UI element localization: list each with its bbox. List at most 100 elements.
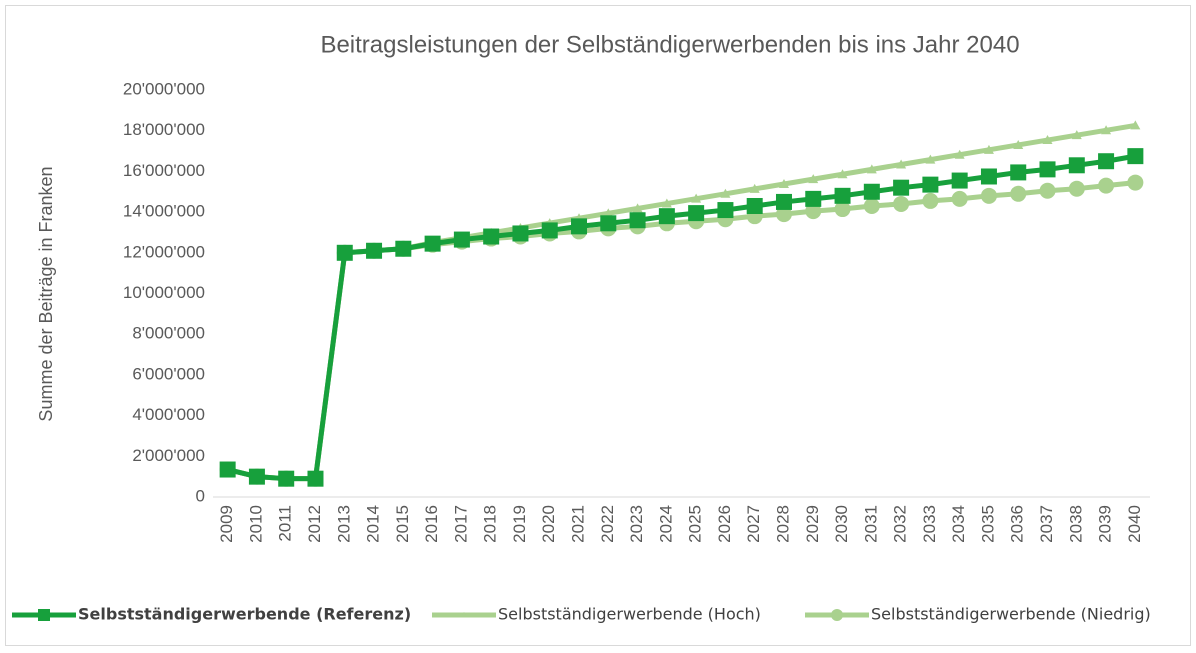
legend-label: Selbstständigerwerbende (Niedrig) xyxy=(871,605,1151,624)
series-marker xyxy=(366,242,383,259)
x-tick-label: 2038 xyxy=(1066,505,1085,543)
series-marker xyxy=(922,192,939,209)
series-marker xyxy=(775,193,792,210)
series-marker xyxy=(512,225,529,242)
x-tick-label: 2017 xyxy=(451,505,470,543)
series-marker xyxy=(1098,153,1115,170)
series-marker xyxy=(336,244,353,261)
series-marker xyxy=(600,215,617,232)
y-tick-label: 2'000'000 xyxy=(132,446,205,465)
x-tick-label: 2031 xyxy=(861,505,880,543)
x-tick-label: 2018 xyxy=(481,505,500,543)
x-tick-label: 2012 xyxy=(305,505,324,543)
series-marker xyxy=(541,222,558,239)
y-tick-label: 20'000'000 xyxy=(123,79,205,98)
series-marker xyxy=(424,235,441,252)
series-marker xyxy=(603,208,614,218)
x-tick-label: 2011 xyxy=(276,505,295,542)
x-tick-label: 2036 xyxy=(1008,505,1027,543)
series-marker xyxy=(925,154,936,164)
chart-frame xyxy=(5,5,1191,646)
y-tick-label: 10'000'000 xyxy=(123,283,205,302)
x-tick-label: 2029 xyxy=(803,505,822,543)
series-marker xyxy=(834,201,851,218)
series-marker xyxy=(980,187,997,204)
series-marker xyxy=(720,188,731,198)
x-tick-label: 2039 xyxy=(1096,505,1115,543)
series-marker xyxy=(805,203,822,220)
y-tick-label: 6'000'000 xyxy=(132,364,205,383)
y-tick-label: 0 xyxy=(196,486,205,505)
y-tick-label: 12'000'000 xyxy=(123,242,205,261)
x-tick-label: 2024 xyxy=(656,505,675,543)
y-tick-label: 16'000'000 xyxy=(123,161,205,180)
series-marker xyxy=(632,203,643,213)
series-marker xyxy=(1127,148,1144,165)
x-tick-label: 2026 xyxy=(715,505,734,543)
series-marker xyxy=(1010,164,1027,181)
series-marker xyxy=(661,198,672,208)
series-marker xyxy=(749,183,760,193)
series-marker xyxy=(395,240,412,257)
series-marker xyxy=(1127,174,1144,191)
chart-title: Beitragsleistungen der Selbständigerwerb… xyxy=(320,31,1019,58)
y-tick-label: 8'000'000 xyxy=(132,324,205,343)
series-marker xyxy=(483,228,500,245)
series-marker xyxy=(1042,135,1053,145)
series-marker xyxy=(893,195,910,212)
series-marker xyxy=(1130,120,1141,130)
series-marker xyxy=(746,197,763,214)
y-tick-label: 14'000'000 xyxy=(123,202,205,221)
x-tick-label: 2033 xyxy=(920,505,939,543)
series-marker xyxy=(954,149,965,159)
series-marker xyxy=(1098,177,1115,194)
series-marker xyxy=(1068,157,1085,174)
series-marker xyxy=(307,470,324,487)
series-marker xyxy=(1013,139,1024,149)
x-tick-label: 2035 xyxy=(978,505,997,543)
series-marker xyxy=(688,205,705,222)
series-marker xyxy=(717,202,734,219)
x-tick-label: 2016 xyxy=(422,505,441,543)
x-tick-label: 2020 xyxy=(539,505,558,543)
series-marker xyxy=(278,470,295,487)
series-marker xyxy=(1039,161,1056,178)
x-tick-label: 2040 xyxy=(1125,505,1144,543)
series-marker xyxy=(866,164,877,174)
series-marker xyxy=(951,190,968,207)
legend-marker xyxy=(461,612,467,618)
series-marker xyxy=(219,461,236,478)
series-marker xyxy=(808,174,819,184)
x-tick-label: 2037 xyxy=(1037,505,1056,543)
y-tick-label: 4'000'000 xyxy=(132,405,205,424)
x-tick-label: 2030 xyxy=(832,505,851,543)
series-marker xyxy=(922,176,939,193)
legend-label: Selbstständigerwerbende (Referenz) xyxy=(78,605,411,624)
series-marker xyxy=(453,231,470,248)
y-axis-label: Summe der Beiträge in Franken xyxy=(36,166,56,421)
series-marker xyxy=(863,197,880,214)
x-tick-label: 2021 xyxy=(569,505,588,543)
x-tick-label: 2014 xyxy=(364,505,383,543)
series-marker xyxy=(863,183,880,200)
series-marker xyxy=(1071,130,1082,140)
series-marker xyxy=(778,179,789,189)
x-tick-label: 2032 xyxy=(891,505,910,543)
legend-marker xyxy=(831,609,843,621)
series-marker xyxy=(805,190,822,207)
x-tick-label: 2022 xyxy=(598,505,617,543)
series-marker xyxy=(571,218,588,235)
series-marker xyxy=(658,208,675,225)
series-marker xyxy=(893,179,910,196)
legend-label: Selbstständigerwerbende (Hoch) xyxy=(498,605,761,624)
series-marker xyxy=(837,169,848,179)
series-marker xyxy=(248,468,265,485)
series-marker xyxy=(691,193,702,203)
x-tick-label: 2028 xyxy=(773,505,792,543)
x-tick-label: 2019 xyxy=(510,505,529,543)
series-marker xyxy=(1101,125,1112,135)
series-marker xyxy=(980,168,997,185)
x-tick-label: 2034 xyxy=(949,505,968,543)
x-tick-label: 2015 xyxy=(393,505,412,543)
